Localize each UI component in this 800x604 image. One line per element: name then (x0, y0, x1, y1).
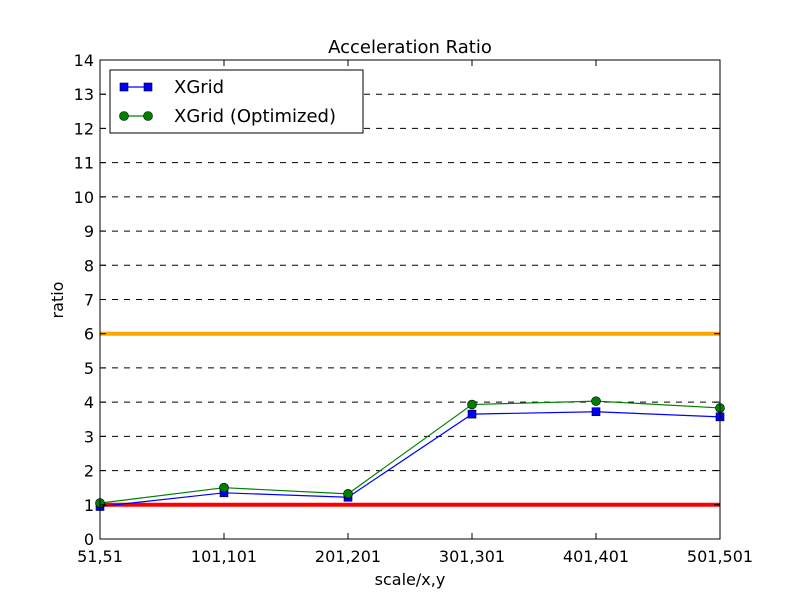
legend: XGrid XGrid (Optimized) (109, 69, 364, 134)
data-point (467, 399, 477, 410)
x-tick-label: 301,301 (439, 547, 505, 566)
y-tick-label: 9 (84, 222, 94, 241)
y-tick-label: 14 (74, 51, 94, 70)
y-tick-label: 12 (74, 119, 94, 138)
y-tick-label: 4 (84, 393, 94, 412)
y-axis-title: ratio (48, 282, 67, 319)
data-point (467, 409, 477, 419)
legend-entry: XGrid (Optimized) (119, 106, 336, 127)
legend-frame (109, 69, 364, 134)
y-tick-label: 3 (84, 427, 94, 446)
y-tick-label: 8 (84, 256, 94, 275)
data-point (591, 396, 601, 406)
y-tick-label: 7 (84, 291, 94, 310)
legend-label: XGrid (Optimized) (174, 106, 336, 127)
x-tick-label: 201,201 (315, 547, 381, 566)
gridlines (100, 93, 720, 506)
series-line (99, 411, 721, 508)
data-point (219, 482, 229, 493)
y-tick-label: 0 (84, 530, 94, 549)
series-line (99, 400, 721, 504)
data-point (343, 489, 353, 499)
chart-title: Acceleration Ratio (328, 37, 492, 58)
legend-entry: XGrid (119, 77, 224, 98)
legend-marker (143, 82, 153, 92)
x-tick-label: 501,501 (687, 547, 753, 566)
x-tick-label: 101,101 (191, 547, 257, 566)
y-tick-label: 6 (84, 325, 94, 344)
x-tick-label: 51,51 (77, 547, 123, 566)
x-axis-ticks: 51,51 101,101 201,201 301,301 401,401 501,501 (77, 60, 753, 566)
legend-marker (143, 111, 153, 121)
y-tick-label: 1 (84, 496, 94, 515)
legend-marker (119, 82, 129, 92)
legend-items: XGrid XGrid (Optimized) (119, 77, 336, 127)
y-tick-label: 13 (74, 85, 94, 104)
x-tick-label: 401,401 (563, 547, 629, 566)
y-tick-label: 2 (84, 462, 94, 481)
series-group (95, 407, 725, 511)
y-tick-label: 5 (84, 359, 94, 378)
legend-marker (119, 111, 129, 121)
reference-lines (100, 331, 720, 507)
y-tick-label: 11 (74, 154, 94, 173)
x-axis-title: scale/x,y (375, 570, 446, 589)
data-point (591, 407, 601, 417)
legend-label: XGrid (174, 77, 224, 98)
series-layer (95, 396, 725, 511)
series-group (95, 396, 725, 508)
y-tick-label: 10 (74, 188, 94, 207)
